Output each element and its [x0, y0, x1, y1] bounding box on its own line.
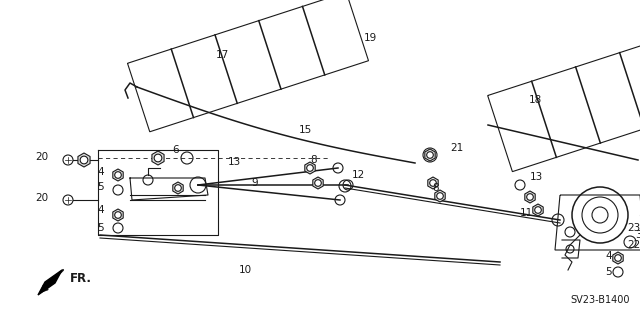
Text: FR.: FR. — [70, 271, 92, 285]
Circle shape — [427, 152, 433, 158]
Circle shape — [307, 165, 314, 171]
Circle shape — [315, 180, 321, 186]
Text: 12: 12 — [351, 170, 365, 180]
Circle shape — [527, 194, 533, 200]
Polygon shape — [613, 252, 623, 264]
Polygon shape — [38, 270, 62, 295]
Text: 5: 5 — [97, 223, 104, 233]
Polygon shape — [428, 177, 438, 189]
Text: 23: 23 — [627, 223, 640, 233]
Text: 5: 5 — [605, 267, 612, 277]
Text: 15: 15 — [298, 125, 312, 135]
Text: 5: 5 — [97, 182, 104, 192]
Polygon shape — [113, 169, 123, 181]
Circle shape — [429, 180, 436, 186]
Text: SV23-B1400: SV23-B1400 — [570, 295, 630, 305]
Circle shape — [436, 193, 444, 199]
Text: 8: 8 — [310, 155, 317, 165]
Polygon shape — [533, 204, 543, 216]
Text: 18: 18 — [529, 95, 541, 105]
Polygon shape — [78, 153, 90, 167]
Text: 13: 13 — [530, 172, 543, 182]
Text: 11: 11 — [520, 208, 533, 218]
Polygon shape — [173, 182, 183, 194]
Text: 3: 3 — [636, 230, 640, 240]
Text: 20: 20 — [35, 193, 48, 203]
Polygon shape — [152, 151, 164, 165]
Text: 9: 9 — [252, 178, 258, 188]
Polygon shape — [435, 190, 445, 202]
Polygon shape — [113, 209, 123, 221]
Polygon shape — [313, 177, 323, 189]
Text: 4: 4 — [605, 251, 612, 261]
Text: 10: 10 — [239, 265, 252, 275]
Text: 13: 13 — [228, 157, 241, 167]
Circle shape — [154, 154, 162, 162]
Text: 21: 21 — [450, 143, 463, 153]
Polygon shape — [425, 149, 435, 161]
Text: 22: 22 — [627, 240, 640, 250]
Text: 6: 6 — [172, 145, 179, 155]
Polygon shape — [305, 162, 315, 174]
Polygon shape — [525, 191, 535, 203]
Text: 4: 4 — [97, 205, 104, 215]
Circle shape — [115, 212, 122, 218]
Circle shape — [614, 255, 621, 261]
Circle shape — [80, 156, 88, 164]
Circle shape — [175, 185, 181, 191]
Text: 8: 8 — [432, 183, 438, 193]
Text: 4: 4 — [97, 167, 104, 177]
Text: 17: 17 — [216, 50, 228, 60]
Circle shape — [534, 207, 541, 213]
Circle shape — [115, 172, 122, 178]
Text: 19: 19 — [364, 33, 376, 43]
Text: 20: 20 — [35, 152, 48, 162]
